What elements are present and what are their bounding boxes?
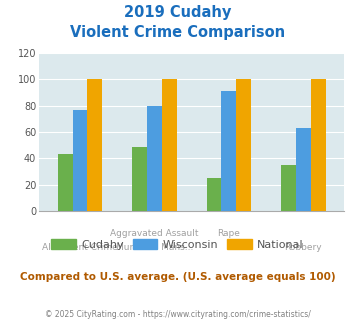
Bar [296, 128, 311, 211]
Text: 2019 Cudahy: 2019 Cudahy [124, 5, 231, 20]
Bar [72, 110, 87, 211]
Text: Aggravated Assault: Aggravated Assault [110, 229, 199, 238]
Bar [311, 79, 326, 211]
Bar [162, 79, 177, 211]
Bar [207, 178, 222, 211]
Text: All Violent Crime: All Violent Crime [42, 243, 118, 252]
Text: © 2025 CityRating.com - https://www.cityrating.com/crime-statistics/: © 2025 CityRating.com - https://www.city… [45, 310, 310, 319]
Bar [58, 154, 72, 211]
Text: Compared to U.S. average. (U.S. average equals 100): Compared to U.S. average. (U.S. average … [20, 272, 335, 282]
Bar [132, 147, 147, 211]
Legend: Cudahy, Wisconsin, National: Cudahy, Wisconsin, National [47, 235, 308, 254]
Bar [87, 79, 102, 211]
Text: Rape: Rape [218, 229, 240, 238]
Bar [281, 165, 296, 211]
Bar [222, 91, 236, 211]
Bar [236, 79, 251, 211]
Text: Robbery: Robbery [285, 243, 322, 252]
Text: Violent Crime Comparison: Violent Crime Comparison [70, 25, 285, 40]
Bar [147, 106, 162, 211]
Text: Murder & Mans...: Murder & Mans... [116, 243, 193, 252]
